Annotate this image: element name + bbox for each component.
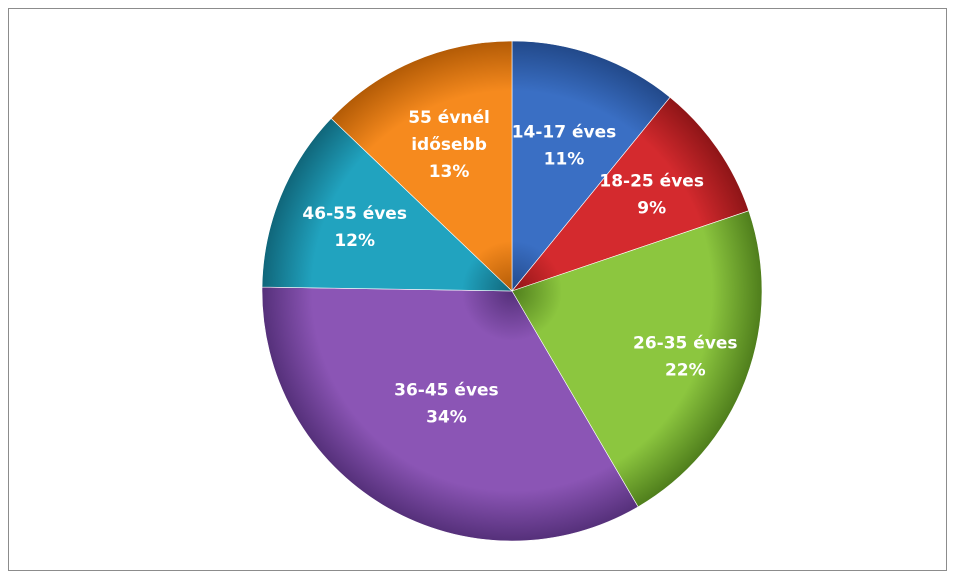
slice-label: 26-35 éves 22% [633, 333, 738, 380]
slice-percent: 9% [637, 199, 666, 219]
pie-slice [261, 117, 513, 292]
pie-slice [511, 210, 763, 508]
slice-percent: 11% [544, 149, 585, 169]
slice-label: 36-45 éves 34% [394, 381, 499, 428]
slice-category: 14-17 éves [512, 122, 617, 142]
slice-percent: 22% [665, 360, 706, 380]
slice-category: 36-45 éves [394, 381, 499, 401]
slice-percent: 34% [426, 408, 467, 428]
slice-category: 46-55 éves [302, 204, 407, 224]
slice-category: 55 évnél [408, 108, 490, 128]
slice-label: 18-25 éves 9% [599, 172, 704, 219]
slice-label: 14-17 éves 11% [512, 122, 617, 169]
slice-percent: 13% [429, 162, 470, 182]
pie-slice [511, 40, 671, 292]
slice-category: idősebb [411, 135, 487, 155]
slice-category: 18-25 éves [599, 172, 704, 192]
pie-slice [330, 40, 513, 292]
slice-percent: 12% [334, 231, 375, 251]
pie-slice [511, 96, 750, 292]
pie-slice [261, 286, 639, 542]
slice-label: 55 évnél idősebb 13% [408, 108, 490, 182]
slice-label: 46-55 éves 12% [302, 204, 407, 251]
slice-category: 26-35 éves [633, 333, 738, 353]
